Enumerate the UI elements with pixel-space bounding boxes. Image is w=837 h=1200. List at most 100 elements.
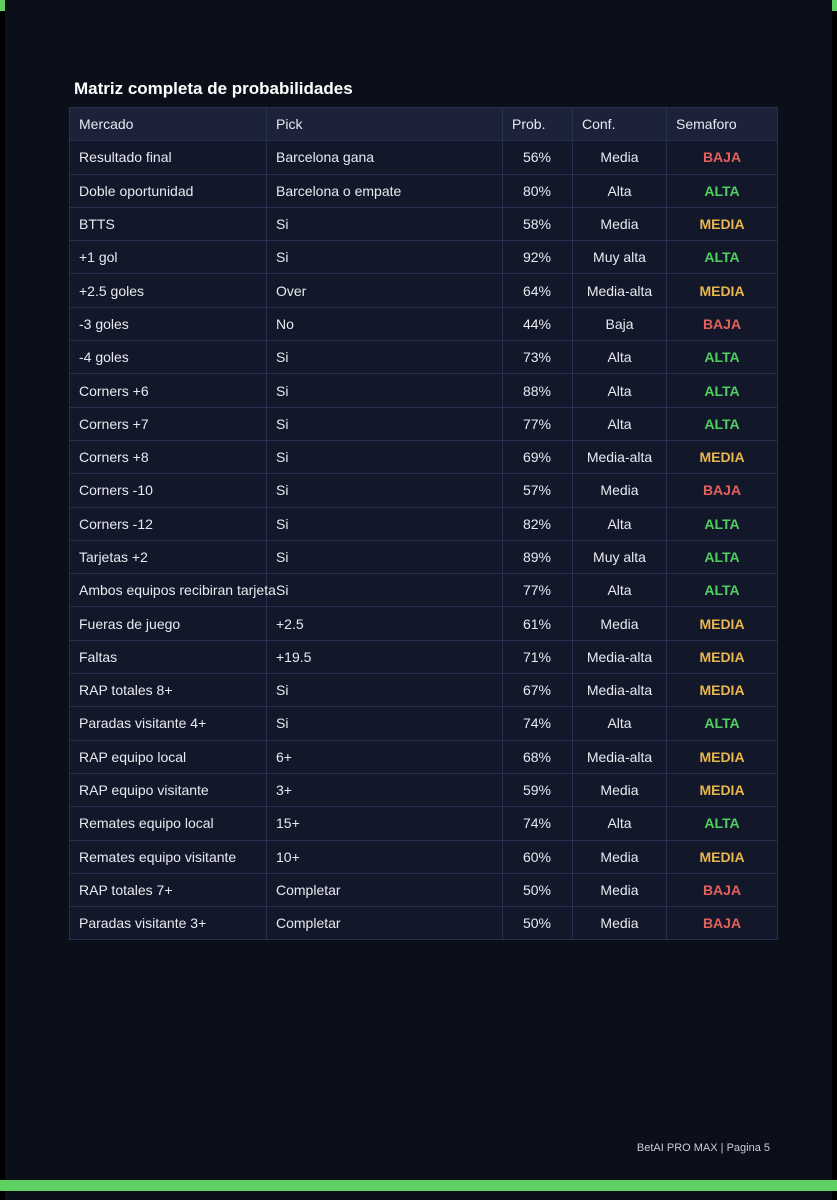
table-cell: ALTA <box>666 173 778 208</box>
bottom-bar <box>0 1180 837 1191</box>
table-cell: 50% <box>502 872 573 908</box>
table-cell: MEDIA <box>666 639 778 675</box>
table-cell: Media <box>572 906 667 941</box>
table-cell: Ambos equipos recibiran tarjeta <box>69 573 276 608</box>
table-cell: Alta <box>572 706 667 741</box>
table-cell: MEDIA <box>666 606 778 641</box>
table-cell: Si <box>266 573 503 608</box>
table-cell: 89% <box>502 539 573 575</box>
header-row: Mercado Pick Prob. Conf. Semaforo <box>69 106 778 142</box>
table-cell: ALTA <box>666 706 778 741</box>
table-cell: Si <box>266 340 503 375</box>
table-row: RAP totales 8+ Si 67% Media-alta MEDIA <box>69 673 778 708</box>
table-row: Paradas visitante 4+ Si 74% Alta ALTA <box>69 706 778 741</box>
table-cell: Barcelona o empate <box>266 173 503 208</box>
table-row: Ambos equipos recibiran tarjeta Si 77% Alta… <box>69 573 778 608</box>
table-cell: 61% <box>502 606 573 641</box>
table-cell: 77% <box>502 573 573 608</box>
table-cell: +2.5 <box>266 606 503 641</box>
table-cell: Media <box>572 473 667 508</box>
table-cell: Media <box>572 140 667 175</box>
table-cell: 74% <box>502 706 573 741</box>
table-cell: Corners +8 <box>69 439 267 475</box>
probability-table: Mercado Pick Prob. Conf. Semaforo Resultado … <box>69 106 778 941</box>
table-cell: MEDIA <box>666 739 778 774</box>
table-row: Faltas +19.5 71% Media-alta MEDIA <box>69 639 778 675</box>
table-row: Paradas visitante 3+ Completar 50% Media BAJ… <box>69 906 778 941</box>
table-cell: RAP totales 7+ <box>69 872 267 908</box>
table-cell: Fueras de juego <box>69 606 267 641</box>
table-row: RAP totales 7+ Completar 50% Media BAJA <box>69 872 778 908</box>
table-row: Corners -10 Si 57% Media BAJA <box>69 473 778 508</box>
table-cell: Baja <box>572 306 667 342</box>
table-cell: 57% <box>502 473 573 508</box>
table-cell: 88% <box>502 373 573 408</box>
table-cell: BAJA <box>666 872 778 908</box>
table-cell: 69% <box>502 439 573 475</box>
table-cell: Paradas visitante 4+ <box>69 706 267 741</box>
table-cell: +2.5 goles <box>69 273 267 308</box>
column-header: Pick <box>266 106 503 142</box>
table-row: Corners +7 Si 77% Alta ALTA <box>69 406 778 441</box>
table-cell: Alta <box>572 506 667 541</box>
table-cell: Completar <box>266 872 503 908</box>
table-cell: MEDIA <box>666 439 778 475</box>
table-cell: Faltas <box>69 639 267 675</box>
table-cell: 67% <box>502 673 573 708</box>
table-cell: RAP totales 8+ <box>69 673 267 708</box>
table-row: Fueras de juego +2.5 61% Media MEDIA <box>69 606 778 641</box>
table-cell: Alta <box>572 406 667 441</box>
table-cell: 50% <box>502 906 573 941</box>
table-cell: 56% <box>502 140 573 175</box>
table-cell: Media-alta <box>572 673 667 708</box>
column-header: Conf. <box>572 106 667 142</box>
table-cell: Paradas visitante 3+ <box>69 906 267 941</box>
table-cell: 15+ <box>266 806 503 841</box>
table-cell: 82% <box>502 506 573 541</box>
table-cell: Muy alta <box>572 539 667 575</box>
table-cell: Alta <box>572 806 667 841</box>
table-cell: Corners -10 <box>69 473 267 508</box>
table-cell: 68% <box>502 739 573 774</box>
table-cell: Completar <box>266 906 503 941</box>
table-cell: ALTA <box>666 240 778 275</box>
table-cell: Si <box>266 206 503 242</box>
table-cell: BAJA <box>666 140 778 175</box>
table-cell: RAP equipo visitante <box>69 772 267 808</box>
table-cell: BAJA <box>666 473 778 508</box>
table-cell: 71% <box>502 639 573 675</box>
table-cell: Corners +6 <box>69 373 267 408</box>
table-row: RAP equipo local 6+ 68% Media-alta MEDIA <box>69 739 778 774</box>
table-cell: -4 goles <box>69 340 267 375</box>
table-row: Doble oportunidad Barcelona o empate 80% Al… <box>69 173 778 208</box>
column-header: Semaforo <box>666 106 778 142</box>
table-cell: BAJA <box>666 906 778 941</box>
table-cell: MEDIA <box>666 772 778 808</box>
table-cell: Alta <box>572 373 667 408</box>
table-cell: Media-alta <box>572 273 667 308</box>
table-row: BTTS Si 58% Media MEDIA <box>69 206 778 242</box>
table-cell: ALTA <box>666 506 778 541</box>
table-cell: Corners -12 <box>69 506 267 541</box>
table-cell: 77% <box>502 406 573 441</box>
table-cell: Si <box>266 240 503 275</box>
table-row: Corners -12 Si 82% Alta ALTA <box>69 506 778 541</box>
table-cell: Si <box>266 473 503 508</box>
table-cell: Si <box>266 539 503 575</box>
table-cell: Corners +7 <box>69 406 267 441</box>
table-cell: 59% <box>502 772 573 808</box>
table-row: Remates equipo visitante 10+ 60% Media MEDIA <box>69 839 778 874</box>
table-cell: Si <box>266 439 503 475</box>
table-cell: Si <box>266 406 503 441</box>
table-cell: 10+ <box>266 839 503 874</box>
table-row: -4 goles Si 73% Alta ALTA <box>69 340 778 375</box>
table-cell: MEDIA <box>666 839 778 874</box>
table-cell: Si <box>266 373 503 408</box>
table-cell: ALTA <box>666 806 778 841</box>
table-cell: Si <box>266 506 503 541</box>
table-row: Remates equipo local 15+ 74% Alta ALTA <box>69 806 778 841</box>
table-cell: Remates equipo visitante <box>69 839 267 874</box>
table-cell: Muy alta <box>572 240 667 275</box>
table-cell: MEDIA <box>666 206 778 242</box>
table-cell: Media <box>572 772 667 808</box>
